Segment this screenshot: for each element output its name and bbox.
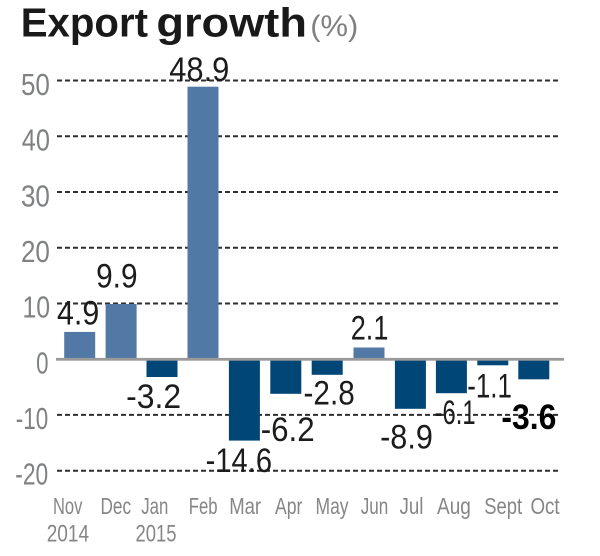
- svg-text:Jan: Jan: [141, 493, 168, 519]
- svg-text:Jun: Jun: [361, 493, 389, 519]
- svg-text:2015: 2015: [135, 520, 176, 547]
- svg-text:-3.2: -3.2: [126, 378, 181, 416]
- svg-text:Nov: Nov: [53, 493, 82, 519]
- svg-text:Aug: Aug: [437, 493, 471, 519]
- svg-text:9.9: 9.9: [96, 258, 137, 296]
- svg-text:growth: growth: [156, 0, 307, 45]
- svg-text:10: 10: [23, 290, 51, 325]
- svg-text:20: 20: [21, 234, 50, 269]
- svg-text:-10: -10: [16, 401, 48, 436]
- svg-text:50: 50: [21, 67, 50, 102]
- svg-text:Sept: Sept: [484, 493, 522, 519]
- svg-text:(%): (%): [310, 10, 358, 43]
- svg-text:Feb: Feb: [189, 493, 218, 519]
- svg-text:2.1: 2.1: [351, 310, 389, 348]
- svg-text:Mar: Mar: [229, 493, 261, 519]
- svg-text:-8.9: -8.9: [380, 419, 433, 457]
- svg-text:Export: Export: [21, 0, 148, 45]
- svg-text:-6.2: -6.2: [261, 411, 315, 449]
- svg-text:-20: -20: [15, 457, 48, 492]
- svg-text:40: 40: [22, 123, 50, 158]
- svg-text:May: May: [316, 493, 349, 519]
- svg-text:48.9: 48.9: [169, 51, 229, 89]
- svg-text:-1.1: -1.1: [467, 368, 512, 406]
- svg-text:Dec: Dec: [101, 493, 132, 519]
- svg-text:Oct: Oct: [530, 493, 560, 519]
- svg-text:30: 30: [21, 178, 50, 213]
- svg-text:Jul: Jul: [400, 493, 424, 519]
- svg-text:-3.6: -3.6: [501, 397, 556, 437]
- svg-text:2014: 2014: [47, 520, 89, 547]
- svg-text:Apr: Apr: [275, 493, 302, 519]
- svg-text:-14.6: -14.6: [206, 442, 272, 480]
- svg-text:-2.8: -2.8: [304, 375, 355, 413]
- svg-text:4.9: 4.9: [57, 294, 99, 332]
- svg-text:0: 0: [36, 345, 48, 380]
- svg-text:-6.1: -6.1: [435, 394, 476, 432]
